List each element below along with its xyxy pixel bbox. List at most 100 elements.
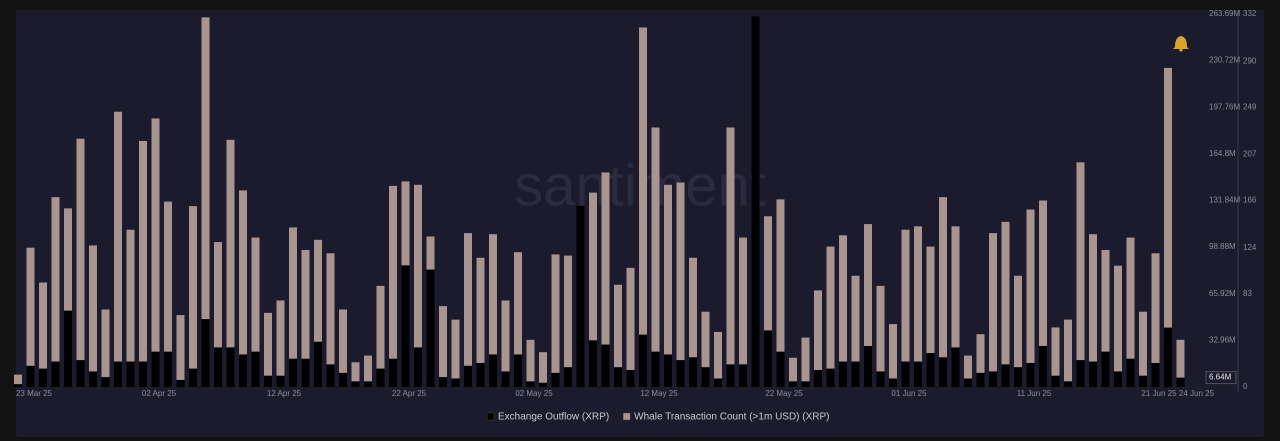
bar <box>239 354 247 387</box>
bar <box>914 226 922 387</box>
y-tick-label: 197.76M <box>1209 102 1240 111</box>
bar <box>1151 253 1160 387</box>
bar <box>201 17 210 387</box>
bar <box>926 353 935 387</box>
bar <box>426 269 435 387</box>
bar <box>1064 319 1072 387</box>
bar <box>501 371 510 387</box>
bar <box>389 358 397 387</box>
bar <box>26 247 35 387</box>
bar <box>1001 364 1010 387</box>
bar <box>951 226 960 387</box>
bar <box>714 331 722 387</box>
bar <box>264 312 272 387</box>
bar <box>1139 311 1147 387</box>
bar <box>651 127 660 387</box>
y2-tick-label: 207 <box>1243 150 1257 159</box>
bar <box>551 254 560 387</box>
bar <box>151 351 160 387</box>
bar <box>689 357 697 387</box>
bar <box>1089 234 1097 387</box>
bar <box>989 371 997 387</box>
bar <box>464 233 472 387</box>
bar <box>439 377 447 387</box>
x-tick-label: 22 May 25 <box>765 389 803 398</box>
bar <box>1026 209 1035 387</box>
x-tick-label: 24 Jun 25 <box>1179 389 1215 398</box>
bar <box>801 381 810 387</box>
bell-icon[interactable] <box>1173 36 1189 52</box>
bar <box>701 311 710 387</box>
bar <box>514 354 522 387</box>
bar <box>726 364 735 387</box>
bar <box>264 375 272 387</box>
bar <box>601 172 610 387</box>
bar <box>1176 377 1185 387</box>
bar <box>289 227 297 387</box>
bar <box>1101 351 1110 387</box>
bar <box>664 184 672 387</box>
bar <box>526 339 535 387</box>
bar <box>889 324 897 387</box>
bar <box>214 242 222 387</box>
bar <box>1176 339 1185 387</box>
bar <box>364 355 372 387</box>
bar <box>714 378 722 387</box>
bar <box>89 371 97 387</box>
bar <box>1064 381 1072 387</box>
bar <box>101 377 110 387</box>
bar <box>226 139 235 387</box>
y2-tick-label: 0 <box>1243 382 1248 391</box>
bar <box>289 358 297 387</box>
bar <box>1126 358 1135 387</box>
bar <box>64 310 72 387</box>
bar <box>976 334 985 387</box>
bar <box>901 229 910 387</box>
bar <box>551 372 560 387</box>
y-tick-label: 98.88M <box>1209 242 1236 251</box>
bar <box>126 229 135 387</box>
bar <box>1164 67 1172 388</box>
bar <box>851 275 860 387</box>
bar <box>451 378 460 387</box>
bar <box>764 330 772 387</box>
bar <box>1014 275 1022 387</box>
bar <box>739 237 747 387</box>
bar <box>964 355 972 387</box>
y2-tick-label: 166 <box>1243 196 1257 205</box>
value-label: 6.64M <box>1209 373 1232 382</box>
bar <box>1039 200 1047 387</box>
bar <box>476 362 485 387</box>
bar <box>326 253 335 387</box>
bar <box>314 239 322 387</box>
bar <box>739 364 747 387</box>
bar <box>864 224 872 387</box>
bar <box>314 341 322 387</box>
y2-tick-label: 332 <box>1243 9 1257 18</box>
bar <box>1001 221 1010 387</box>
bar <box>414 347 422 387</box>
bar <box>1139 375 1147 387</box>
bar <box>514 252 522 387</box>
y2-tick-label: 290 <box>1243 56 1257 65</box>
y-tick-label: 263.69M <box>1209 9 1240 18</box>
bar <box>101 309 110 387</box>
bar <box>939 357 947 387</box>
bar <box>1076 360 1085 387</box>
bar <box>826 246 835 387</box>
bar <box>76 138 85 387</box>
bar <box>176 315 185 387</box>
bar <box>951 347 960 387</box>
bar <box>776 351 785 387</box>
bar <box>614 284 622 387</box>
x-tick-label: 22 Apr 25 <box>392 389 427 398</box>
bar <box>339 372 347 387</box>
bar <box>614 367 622 387</box>
bar <box>1089 361 1097 387</box>
bar <box>89 245 97 387</box>
bar <box>239 190 247 387</box>
bar <box>51 361 60 387</box>
bar <box>14 374 22 387</box>
bar <box>164 201 172 387</box>
